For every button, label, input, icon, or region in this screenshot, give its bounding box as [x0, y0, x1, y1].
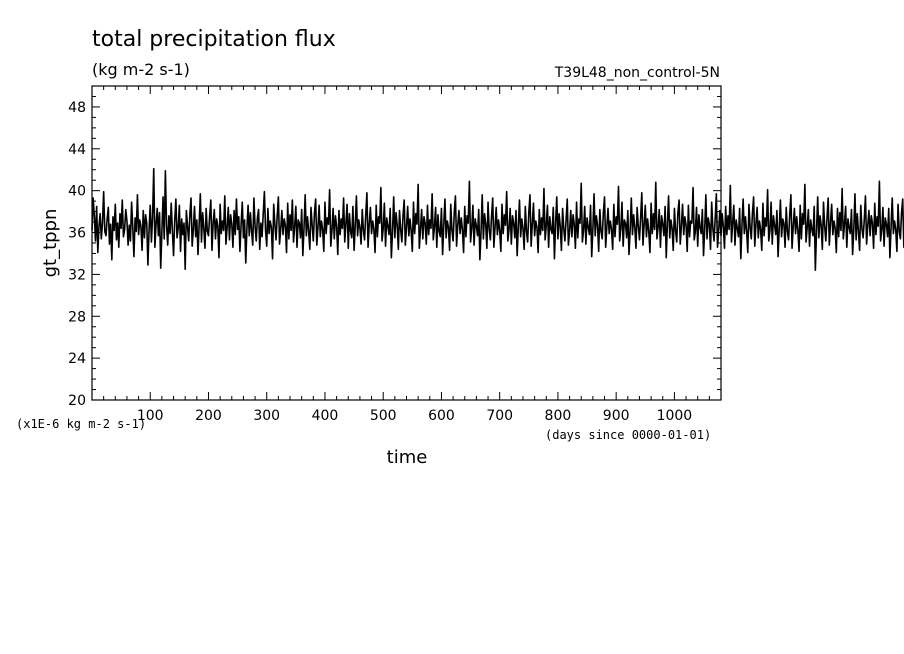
series-line-gt-tppn [91, 167, 904, 272]
y-tick-label: 20 [68, 393, 86, 409]
x-tick-label: 600 [428, 408, 455, 424]
x-tick-label: 100 [137, 408, 164, 424]
x-tick-label: 800 [545, 408, 572, 424]
x-tick-label: 900 [603, 408, 630, 424]
x-axis-ticks: 100 200 300 400 500 600 700 800 900 1000 [103, 86, 710, 424]
y-tick-label: 44 [68, 142, 86, 158]
chart-title: total precipitation flux [92, 27, 336, 52]
y-tick-label: 24 [68, 351, 86, 367]
x-tick-label: 300 [253, 408, 280, 424]
y-axis-label: gt_tppn [40, 209, 61, 278]
x-tick-label: 200 [195, 408, 222, 424]
y-tick-label: 28 [68, 309, 86, 325]
y-axis-ticks: 20 24 28 32 36 40 44 48 [68, 95, 721, 409]
chart-subtitle: (kg m-2 s-1) [92, 60, 190, 79]
y-tick-label: 40 [68, 184, 86, 200]
x-tick-label: 500 [370, 408, 397, 424]
y-tick-label: 32 [68, 267, 86, 283]
x-tick-label: 1000 [657, 408, 693, 424]
x-units-label: (days since 0000-01-01) [545, 428, 711, 442]
y-scale-note: (x1E-6 kg m-2 s-1) [16, 417, 146, 431]
x-tick-label: 400 [312, 408, 339, 424]
x-axis-label: time [387, 447, 428, 468]
plot-area: 100 200 300 400 500 600 700 800 900 1000 20 24 28 32… [68, 85, 904, 424]
y-tick-label: 48 [68, 100, 86, 116]
x-tick-label: 700 [486, 408, 513, 424]
y-tick-label: 36 [68, 226, 86, 242]
run-label: T39L48_non_control-5N [554, 65, 720, 81]
